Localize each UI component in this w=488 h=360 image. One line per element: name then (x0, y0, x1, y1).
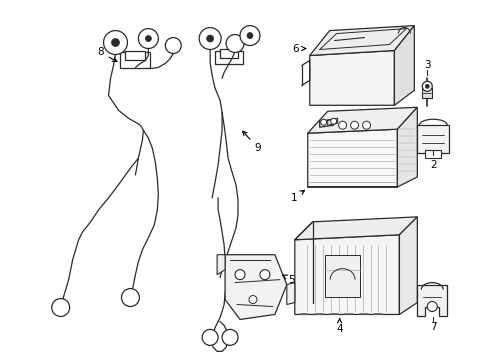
Text: 9: 9 (242, 131, 261, 153)
Circle shape (138, 28, 158, 49)
Circle shape (240, 26, 260, 45)
Bar (125, 50, 145, 60)
Circle shape (199, 28, 221, 50)
Circle shape (121, 289, 139, 306)
Polygon shape (286, 283, 294, 305)
Bar (425, 150, 440, 158)
Polygon shape (224, 255, 286, 319)
Polygon shape (399, 217, 416, 315)
Circle shape (330, 118, 336, 124)
Polygon shape (294, 235, 399, 315)
Polygon shape (294, 217, 416, 240)
Circle shape (103, 31, 127, 54)
Text: 4: 4 (336, 319, 342, 334)
Text: 7: 7 (429, 323, 436, 332)
Polygon shape (217, 255, 224, 275)
Circle shape (222, 329, 238, 345)
Polygon shape (422, 88, 431, 98)
Polygon shape (397, 107, 416, 187)
Polygon shape (309, 26, 413, 55)
Polygon shape (416, 125, 448, 153)
Circle shape (235, 270, 244, 280)
Polygon shape (307, 107, 416, 133)
Bar (324, 255, 359, 297)
Circle shape (246, 32, 252, 39)
Polygon shape (416, 285, 447, 316)
Circle shape (425, 84, 428, 88)
Text: 3: 3 (423, 60, 430, 71)
Bar (215, 50, 243, 64)
Polygon shape (394, 26, 413, 105)
Circle shape (165, 37, 181, 54)
Circle shape (111, 39, 119, 46)
Bar (220, 49, 238, 58)
Circle shape (52, 298, 69, 316)
Circle shape (260, 270, 269, 280)
Text: 1: 1 (290, 190, 304, 203)
Circle shape (202, 329, 218, 345)
Text: 8: 8 (97, 48, 117, 62)
Circle shape (145, 36, 151, 41)
Text: 6: 6 (292, 44, 305, 54)
Circle shape (320, 119, 326, 125)
Text: 5: 5 (282, 275, 295, 285)
Circle shape (362, 121, 370, 129)
Bar (120, 53, 150, 68)
Circle shape (225, 35, 244, 53)
Circle shape (350, 121, 358, 129)
Circle shape (422, 81, 431, 91)
Polygon shape (307, 129, 397, 187)
Circle shape (206, 35, 213, 42)
Text: 2: 2 (429, 160, 436, 170)
Polygon shape (309, 50, 394, 105)
Circle shape (427, 302, 436, 311)
Circle shape (248, 296, 256, 303)
Circle shape (338, 121, 346, 129)
